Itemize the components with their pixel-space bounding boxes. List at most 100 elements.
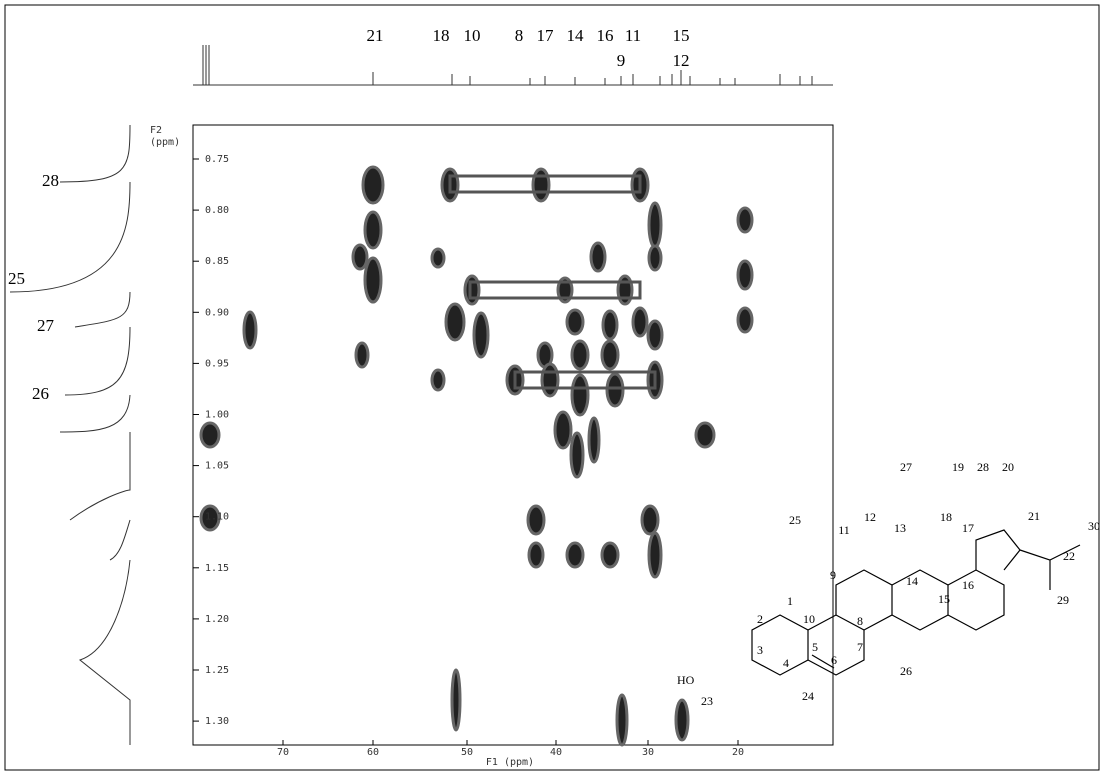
contour (647, 531, 663, 579)
x-tick-label: 40 (550, 747, 562, 758)
atom-label: 16 (962, 578, 974, 592)
atom-label: 4 (783, 656, 789, 670)
y-tick-label: 0.80 (205, 205, 229, 216)
atom-label: 18 (940, 510, 952, 524)
y-tick-label: 0.90 (205, 307, 229, 318)
contour (616, 274, 634, 306)
contour (472, 311, 490, 359)
contour (600, 541, 620, 569)
frame (4, 4, 1100, 771)
contour (513, 370, 657, 390)
contour (647, 244, 663, 272)
contour (242, 310, 258, 350)
proton-label: 25 (8, 269, 25, 288)
contours (199, 165, 754, 747)
y-tick-label: 1.25 (205, 665, 229, 676)
atom-label: 22 (1063, 549, 1075, 563)
contour (527, 541, 545, 569)
contour (615, 693, 629, 747)
contour (199, 421, 221, 449)
carbon-label: 21 (367, 26, 384, 45)
contour (736, 206, 754, 234)
contour (526, 504, 546, 536)
atom-label: 10 (803, 612, 815, 626)
y-tick-label: 1.05 (205, 461, 229, 472)
contour (569, 431, 585, 479)
x-tick-label: 30 (642, 747, 654, 758)
contour (631, 306, 649, 338)
atom-label: 7 (857, 640, 863, 654)
contour (444, 302, 466, 342)
contour (448, 174, 642, 194)
contour (640, 504, 660, 536)
atom-label: 23 (701, 694, 713, 708)
structure (751, 529, 1081, 676)
atom-label: 11 (838, 523, 850, 537)
y-tick-label: 0.95 (205, 358, 229, 369)
f2-label: (ppm) (150, 137, 180, 148)
contour (570, 339, 590, 371)
atom-label: 9 (830, 568, 836, 582)
contour (354, 341, 370, 369)
atom-label: 25 (789, 513, 801, 527)
atom-label: 29 (1057, 593, 1069, 607)
contour (468, 280, 642, 300)
x-tick-label: 70 (277, 747, 289, 758)
atom-label: 12 (864, 510, 876, 524)
contour (540, 362, 560, 398)
contour (363, 256, 383, 304)
contour (565, 308, 585, 336)
atom-label: 1 (787, 594, 793, 608)
contour (646, 319, 664, 351)
atom-label: 6 (831, 653, 837, 667)
y-tick-label: 1.15 (205, 563, 229, 574)
y-tick-label: 1.00 (205, 410, 229, 421)
contour (430, 368, 446, 392)
carbon-label: 11 (625, 26, 641, 45)
contour (351, 243, 369, 271)
contour (565, 541, 585, 569)
carbon-label: 15 (673, 26, 690, 45)
f2-label: F2 (150, 125, 162, 136)
atom-label: 21 (1028, 509, 1040, 523)
contour (463, 274, 481, 306)
contour (589, 241, 607, 273)
projection-top (193, 45, 833, 86)
x-tick-label: 50 (461, 747, 473, 758)
contour (363, 210, 383, 250)
proton-label: 26 (32, 384, 49, 403)
atom-label: 26 (900, 664, 912, 678)
atom-label: 8 (857, 614, 863, 628)
contour (736, 259, 754, 291)
contour (430, 247, 446, 269)
atom-label: 2 (757, 612, 763, 626)
contour (450, 668, 462, 732)
x-tick-label: 60 (367, 747, 379, 758)
contour (199, 504, 221, 532)
atom-label: 14 (906, 574, 918, 588)
carbon-label: 18 (433, 26, 450, 45)
contour (694, 421, 716, 449)
atom-label: 15 (938, 592, 950, 606)
contour (570, 373, 590, 417)
proton-label: 28 (42, 171, 59, 190)
y-tick-label: 1.20 (205, 614, 229, 625)
carbon-label: 10 (464, 26, 481, 45)
atom-label: 28 (977, 460, 989, 474)
y-tick-label: 0.85 (205, 256, 229, 267)
carbon-label: 17 (537, 26, 555, 45)
y-tick-label: 1.10 (205, 512, 229, 523)
contour (600, 339, 620, 371)
atom-label: 17 (962, 521, 974, 535)
contour (361, 165, 385, 205)
y-tick-label: 1.30 (205, 716, 229, 727)
atom-label: 13 (894, 521, 906, 535)
contour (605, 372, 625, 408)
contour (553, 410, 573, 450)
plot-box (192, 124, 834, 746)
atom-label: 5 (812, 640, 818, 654)
atom-label: 20 (1002, 460, 1014, 474)
contour (601, 309, 619, 341)
contour (556, 276, 574, 304)
